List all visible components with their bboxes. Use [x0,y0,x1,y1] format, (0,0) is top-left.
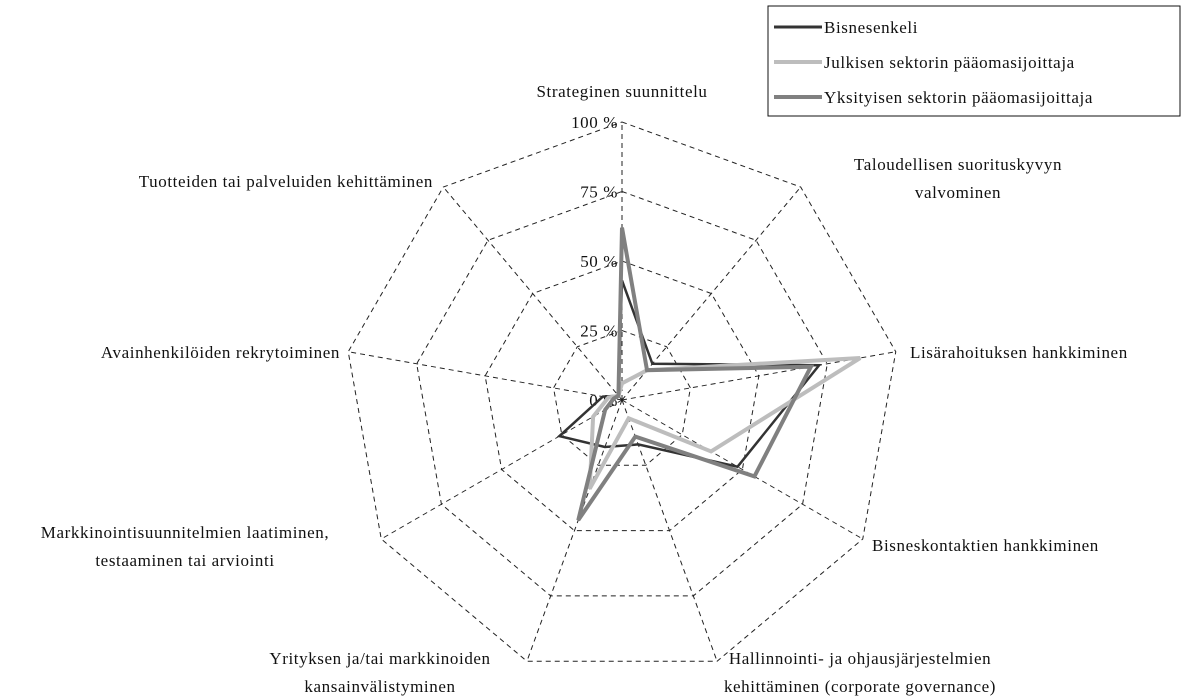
category-label: Yrityksen ja/tai markkinoiden kansainväli… [269,649,490,696]
r-tick-label: 25 % [580,322,618,341]
grid-ring [347,121,897,662]
r-tick-label: 75 % [580,183,618,202]
series-line [587,356,862,490]
legend-label: Yksityisen sektorin pääomasijoittaja [824,88,1093,107]
legend-box [767,5,1181,117]
category-label: Avainhenkilöiden rekrytoiminen [101,343,340,362]
grid-ring [416,190,828,597]
legend-label: Julkisen sektorin pääomasijoittaja [824,53,1075,72]
category-label: Lisärahoituksen hankkiminen [910,343,1128,362]
legend-label: Bisnesenkeli [824,18,918,37]
category-label: Markkinointisuunnitelmien laatiminen, tes… [41,523,330,570]
spoke [621,399,718,662]
series-line [576,227,815,522]
category-label: Tuotteiden tai palveluiden kehittäminen [139,172,433,191]
grid-ring [484,260,760,532]
spoke [348,351,623,401]
category-label: Strateginen suunnittelu [536,82,707,101]
category-label: Bisneskontaktien hankkiminen [872,536,1099,555]
r-tick-label: 100 % [571,113,618,132]
spoke [621,399,864,540]
spoke [621,351,896,401]
spoke [442,186,623,401]
spoke [380,399,623,540]
category-label: Taloudellisen suorituskyvyn valvominen [854,155,1062,202]
category-label: Hallinnointi- ja ohjausjärjestelmien kehi… [724,649,996,696]
r-tick-label: 50 % [580,252,618,271]
spoke [526,399,623,662]
